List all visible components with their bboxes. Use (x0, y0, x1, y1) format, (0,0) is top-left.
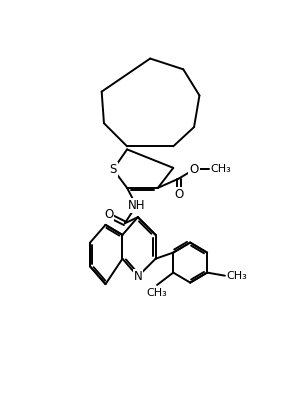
Text: O: O (104, 208, 113, 221)
Text: O: O (189, 163, 199, 176)
Text: O: O (174, 187, 183, 201)
Text: CH₃: CH₃ (147, 288, 168, 298)
Text: N: N (133, 270, 142, 283)
Text: NH: NH (128, 199, 145, 212)
Text: S: S (110, 163, 117, 176)
Text: CH₃: CH₃ (226, 271, 247, 281)
Text: CH₃: CH₃ (210, 164, 231, 174)
